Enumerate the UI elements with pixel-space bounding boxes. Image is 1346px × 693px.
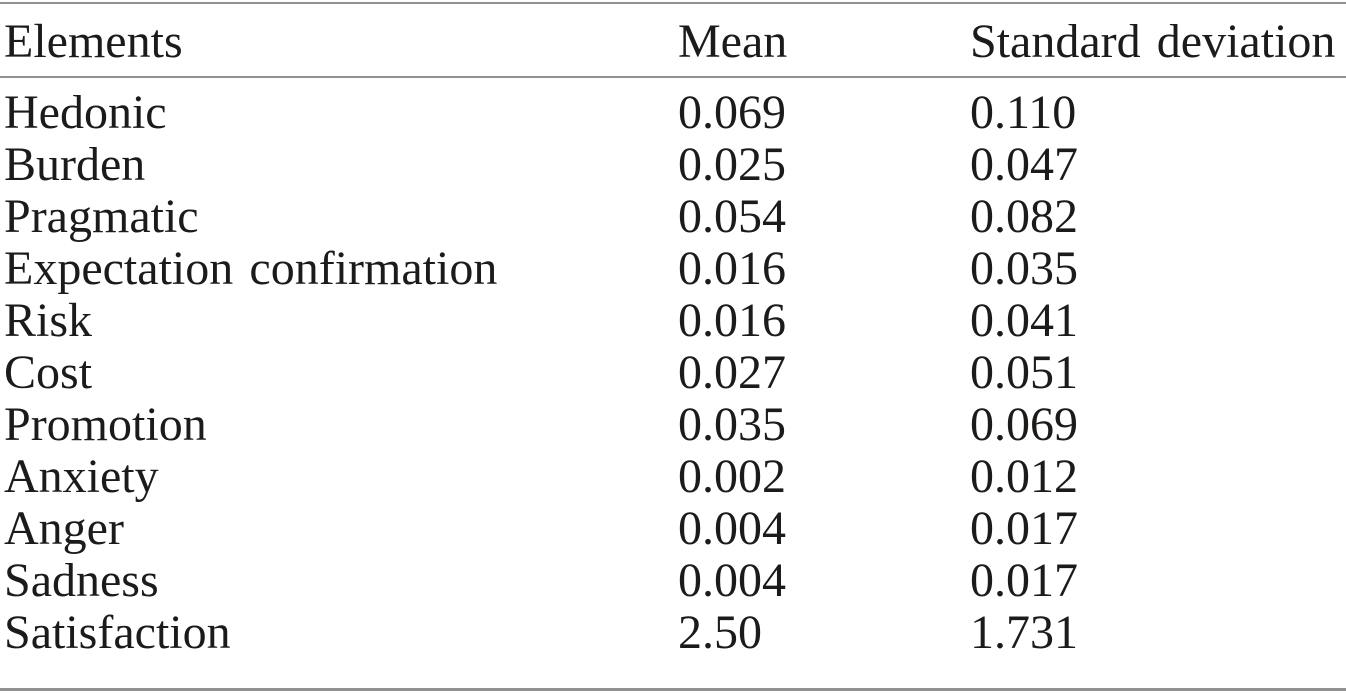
column-header-standard-deviation: Standard deviation — [970, 15, 1336, 68]
row-sd-cell: 0.012 — [970, 450, 1078, 503]
column-header-elements: Elements — [4, 15, 183, 68]
table-row: Sadness 0.004 0.017 — [0, 555, 1346, 607]
row-element-cell: Hedonic — [4, 86, 167, 139]
row-sd-cell: 0.110 — [970, 86, 1077, 139]
row-mean-cell: 0.069 — [678, 86, 786, 139]
row-element-cell: Anger — [4, 502, 124, 555]
row-element-cell: Promotion — [4, 398, 207, 451]
row-element-cell: Pragmatic — [4, 190, 199, 243]
table-row: Cost 0.027 0.051 — [0, 347, 1346, 399]
row-element-cell: Sadness — [4, 554, 159, 607]
row-sd-cell: 0.035 — [970, 242, 1078, 295]
row-mean-cell: 0.016 — [678, 242, 786, 295]
row-sd-cell: 0.047 — [970, 138, 1078, 191]
header-divider-rule — [0, 76, 1346, 78]
row-element-cell: Risk — [4, 294, 93, 347]
table-row: Hedonic 0.069 0.110 — [0, 87, 1346, 139]
row-element-cell: Satisfaction — [4, 606, 231, 659]
row-sd-cell: 0.017 — [970, 502, 1078, 555]
table-row: Expectation confirmation 0.016 0.035 — [0, 243, 1346, 295]
table-body: Hedonic 0.069 0.110 Burden 0.025 0.047 Pragmat… — [0, 78, 1346, 688]
row-mean-cell: 0.035 — [678, 398, 786, 451]
row-mean-cell: 0.016 — [678, 294, 786, 347]
table-row: Pragmatic 0.054 0.082 — [0, 191, 1346, 243]
row-mean-cell: 0.002 — [678, 450, 786, 503]
row-element-cell: Burden — [4, 138, 146, 191]
row-sd-cell: 0.051 — [970, 346, 1078, 399]
row-mean-cell: 2.50 — [678, 606, 762, 659]
row-element-cell: Cost — [4, 346, 93, 399]
row-element-cell: Anxiety — [4, 450, 159, 503]
table-row: Risk 0.016 0.041 — [0, 295, 1346, 347]
row-mean-cell: 0.027 — [678, 346, 786, 399]
table-header-row: Elements Mean Standard deviation — [0, 4, 1346, 76]
row-sd-cell: 0.082 — [970, 190, 1078, 243]
table-bottom-rule — [0, 688, 1346, 691]
table-row: Burden 0.025 0.047 — [0, 139, 1346, 191]
row-element-cell: Expectation confirmation — [4, 242, 498, 295]
table-row: Promotion 0.035 0.069 — [0, 399, 1346, 451]
row-sd-cell: 0.069 — [970, 398, 1078, 451]
table-top-rule — [0, 2, 1346, 4]
table-row: Anxiety 0.002 0.012 — [0, 451, 1346, 503]
row-mean-cell: 0.054 — [678, 190, 786, 243]
row-sd-cell: 0.017 — [970, 554, 1078, 607]
row-sd-cell: 0.041 — [970, 294, 1078, 347]
column-header-mean: Mean — [678, 15, 788, 68]
row-sd-cell: 1.731 — [970, 606, 1078, 659]
row-mean-cell: 0.004 — [678, 554, 786, 607]
table-row: Anger 0.004 0.017 — [0, 503, 1346, 555]
row-mean-cell: 0.025 — [678, 138, 786, 191]
row-mean-cell: 0.004 — [678, 502, 786, 555]
table-row: Satisfaction 2.50 1.731 — [0, 607, 1346, 659]
